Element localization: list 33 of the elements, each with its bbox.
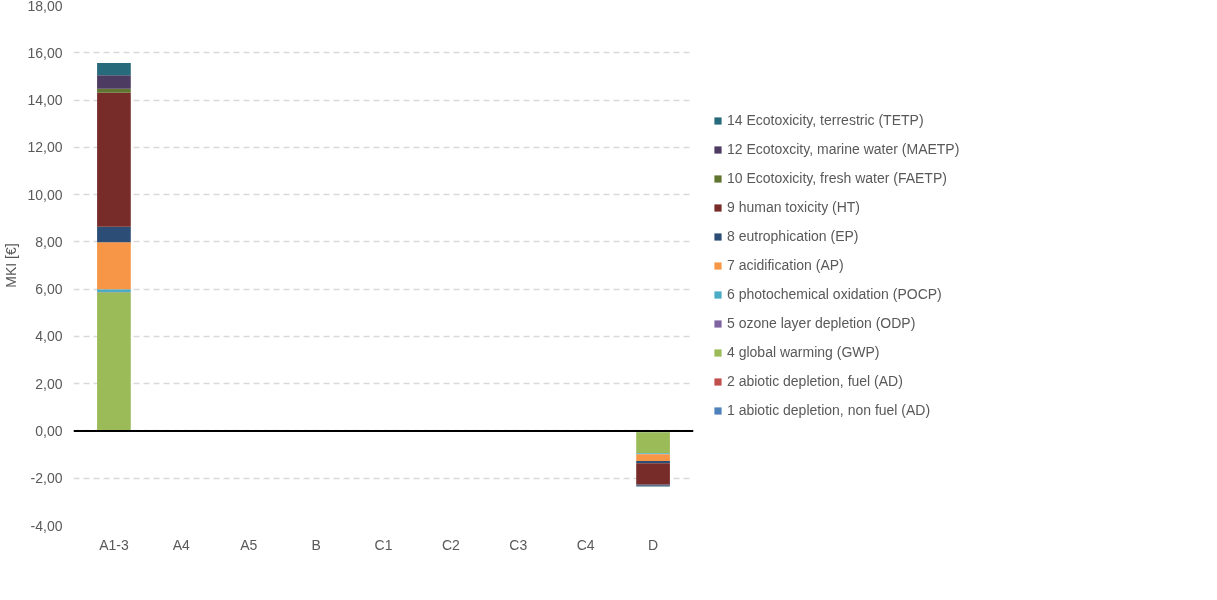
y-tick-label: 16,00 <box>27 44 63 61</box>
x-tick-label: C3 <box>509 536 528 553</box>
y-tick-label: 14,00 <box>27 92 63 109</box>
legend-label: 10 Ecotoxicity, fresh water (FAETP) <box>727 170 947 186</box>
legend-label: 12 Ecotoxcity, marine water (MAETP) <box>727 141 960 157</box>
legend-label: 5 ozone layer depletion (ODP) <box>727 315 916 331</box>
x-tick-label: B <box>311 536 321 553</box>
y-tick-label: 2,00 <box>35 375 63 392</box>
x-tick-label: A1-3 <box>99 536 129 553</box>
legend-label: 14 Ecotoxicity, terrestric (TETP) <box>727 112 924 128</box>
x-tick-label: D <box>648 536 659 553</box>
y-tick-label: 10,00 <box>27 186 63 203</box>
legend-label: 9 human toxicity (HT) <box>727 199 861 215</box>
y-tick-label: 12,00 <box>27 139 63 156</box>
y-tick-label: 0,00 <box>35 422 63 439</box>
legend-label: 4 global warming (GWP) <box>727 344 880 360</box>
x-tick-label: C4 <box>576 536 595 553</box>
legend-label: 7 acidification (AP) <box>727 257 844 273</box>
legend-label: 8 eutrophication (EP) <box>727 228 859 244</box>
x-tick-label: C1 <box>374 536 393 553</box>
x-tick-label: A4 <box>172 536 191 553</box>
x-tick-label: A5 <box>240 536 258 553</box>
y-tick-label: 8,00 <box>35 233 63 250</box>
y-tick-label: -4,00 <box>30 517 63 534</box>
x-tick-label: C2 <box>441 536 461 553</box>
y-tick-label: 4,00 <box>35 328 63 345</box>
legend-label: 1 abiotic depletion, non fuel (AD) <box>727 402 931 418</box>
legend-label: 6 photochemical oxidation (POCP) <box>727 286 942 302</box>
y-tick-label: 6,00 <box>35 281 63 298</box>
legend-label: 2 abiotic depletion, fuel (AD) <box>727 373 903 389</box>
y-tick-label: -2,00 <box>30 470 63 487</box>
y-tick-label: 18,00 <box>27 0 63 14</box>
y-axis-title: MKI [€] <box>3 243 20 288</box>
